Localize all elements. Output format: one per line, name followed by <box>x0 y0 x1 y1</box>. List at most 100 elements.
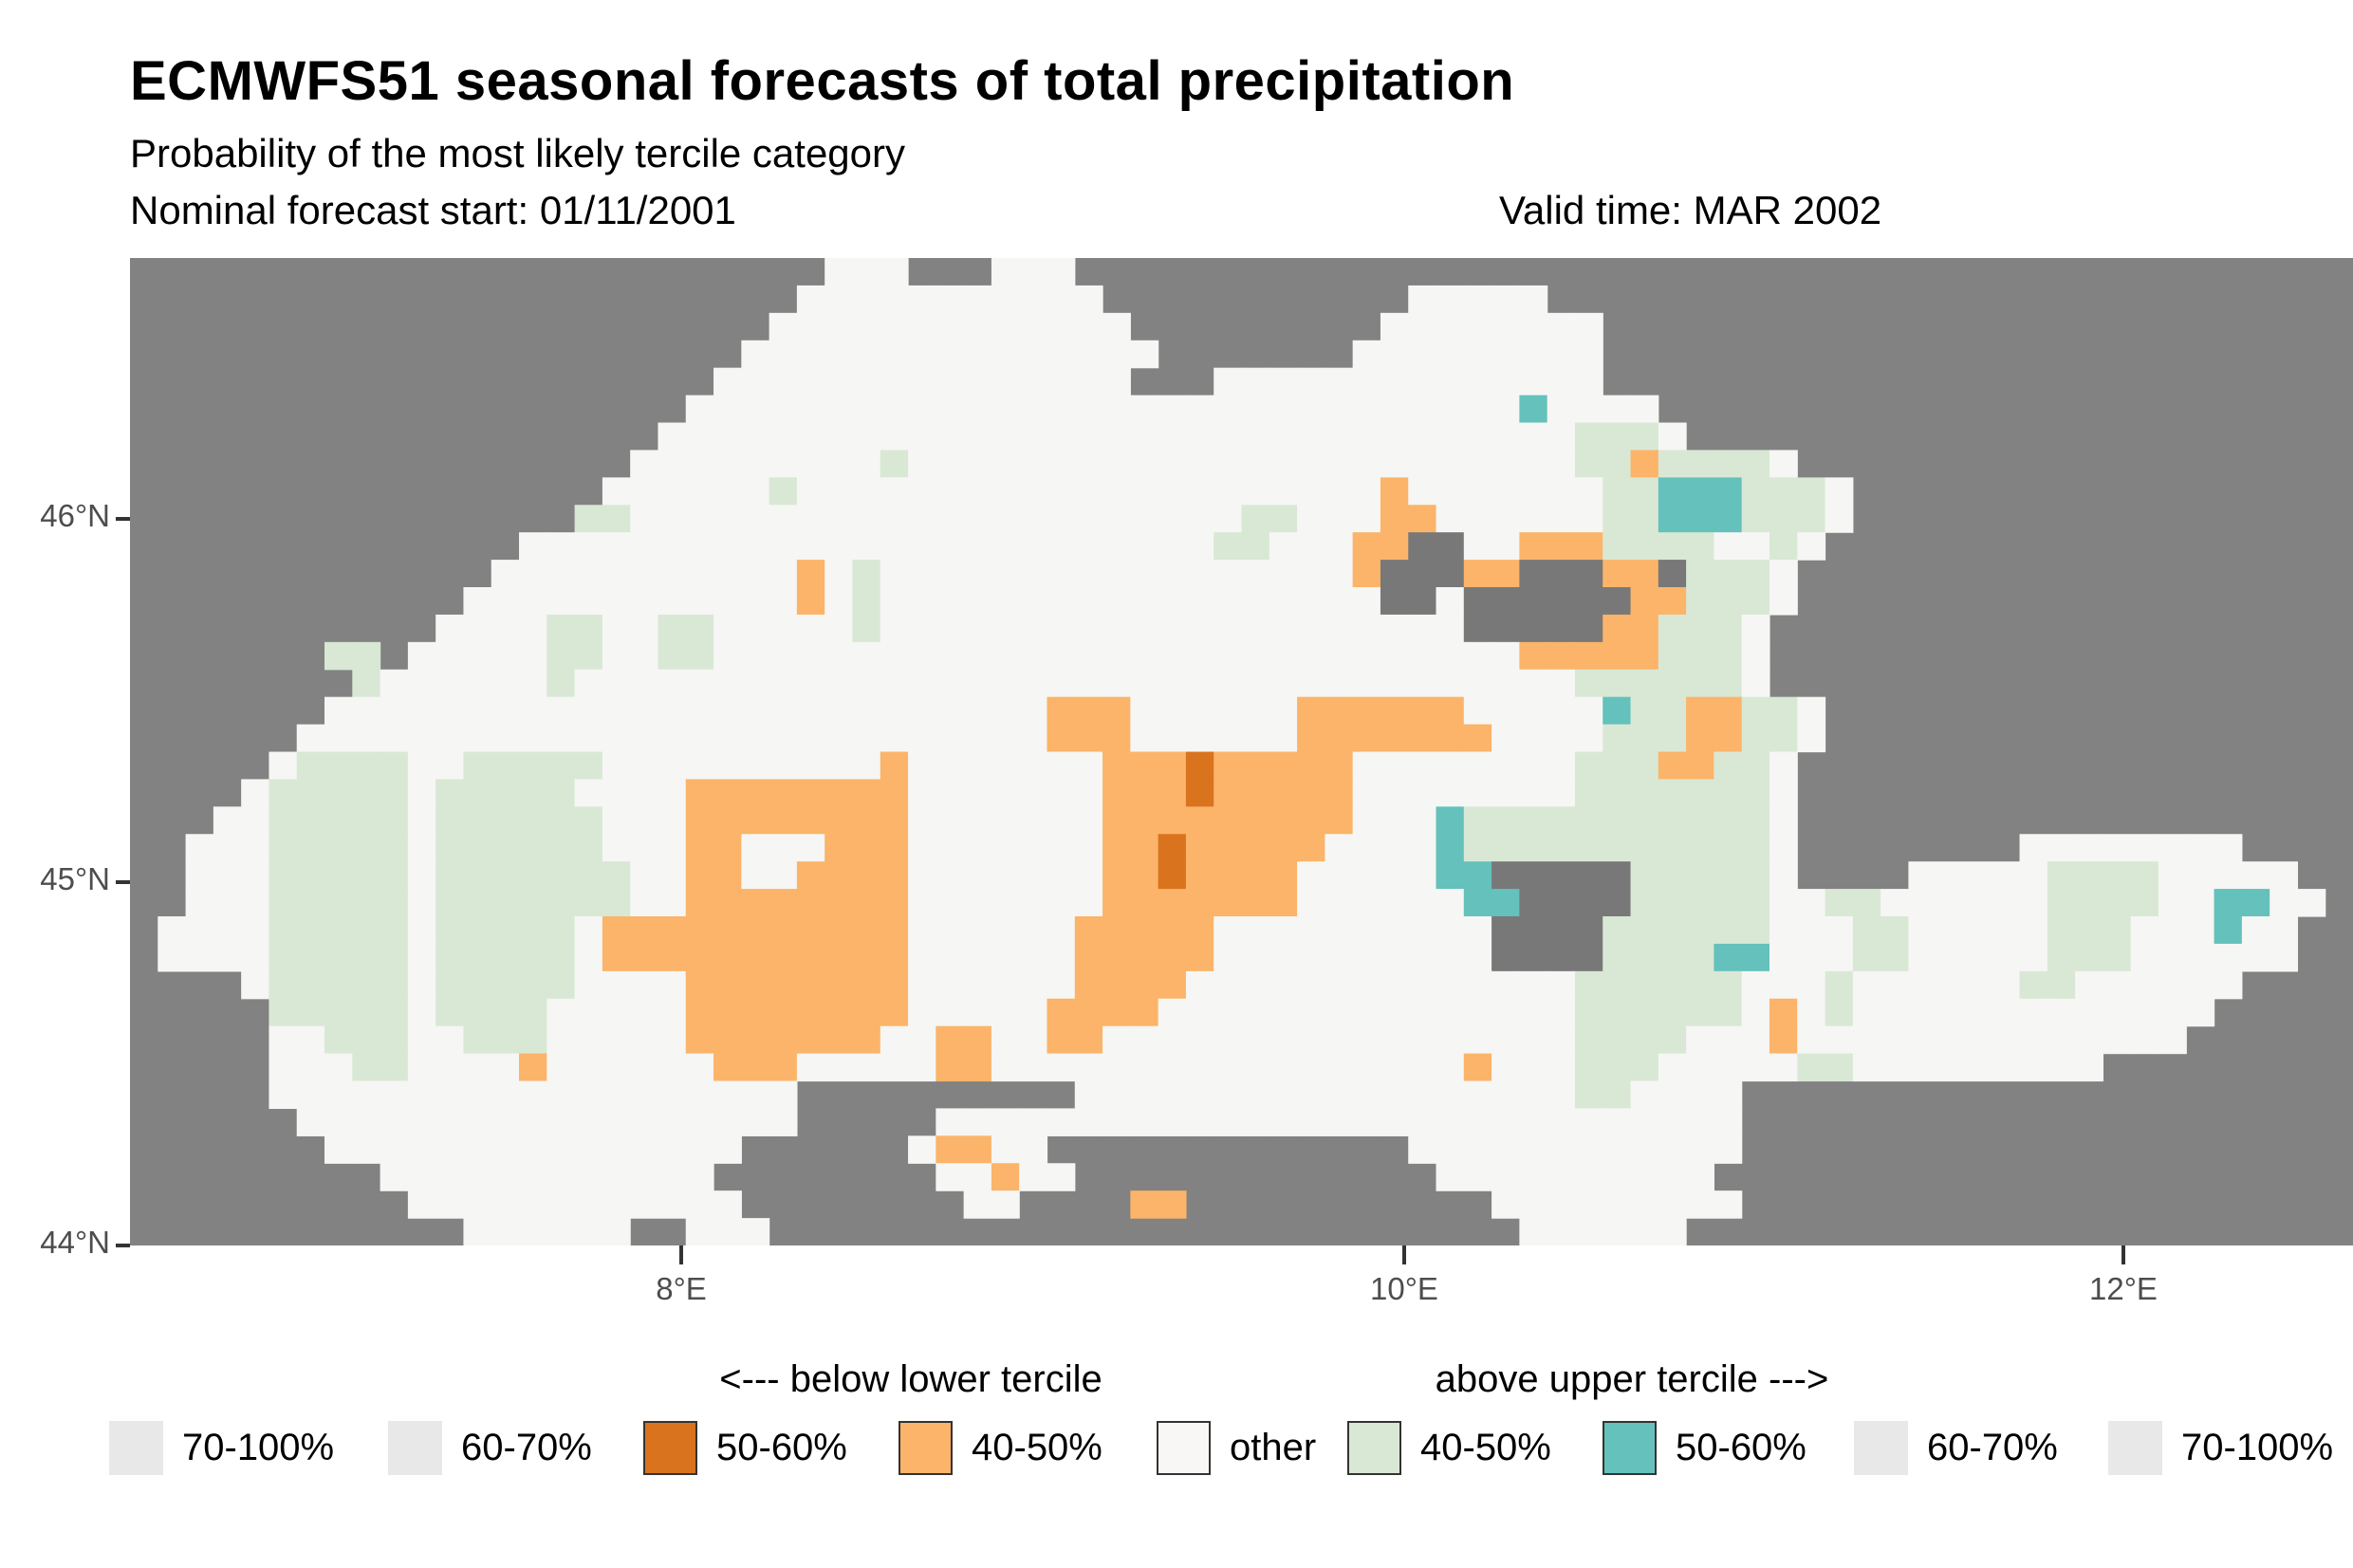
map-cell <box>658 532 687 561</box>
map-cell <box>1158 1108 1187 1136</box>
map-cell <box>1603 477 1632 506</box>
map-cell <box>1686 696 1714 726</box>
map-cell <box>2019 1025 2048 1055</box>
map-cell <box>713 861 742 890</box>
map-cell <box>936 861 965 890</box>
map-cell <box>741 970 770 1000</box>
map-cell <box>491 861 520 890</box>
map-cell <box>991 614 1020 643</box>
map-cell <box>769 422 798 452</box>
map-cell <box>1325 916 1354 945</box>
map-cell <box>1436 477 1465 506</box>
map-cell <box>880 696 909 726</box>
map-cell <box>1130 861 1159 890</box>
map-cell <box>2214 943 2243 972</box>
map-cell <box>324 724 353 753</box>
map-cell <box>769 998 798 1027</box>
map-cell <box>1297 532 1325 561</box>
map-cell <box>824 367 854 397</box>
map-cell <box>880 285 909 314</box>
map-cell <box>1547 1135 1576 1164</box>
map-cell <box>824 312 854 341</box>
map-cell <box>1658 669 1687 698</box>
map-cell <box>769 367 798 397</box>
map-cell <box>352 669 381 698</box>
map-cell <box>1325 641 1354 671</box>
map-cell <box>435 1053 465 1082</box>
map-cell <box>324 998 353 1027</box>
map-cell <box>1047 834 1076 862</box>
map-cell <box>491 1190 520 1219</box>
map-cell <box>1241 560 1270 588</box>
map-cell <box>463 587 492 616</box>
map-cell <box>602 477 631 506</box>
map-cell <box>1325 1108 1354 1136</box>
map-cell <box>1380 340 1409 369</box>
map-cell <box>1130 779 1159 807</box>
map-cell <box>1102 312 1131 341</box>
map-cell <box>1185 751 1214 781</box>
map-cell <box>796 1053 825 1082</box>
map-cell <box>1102 779 1131 807</box>
map-cell <box>547 641 576 671</box>
map-cell <box>963 587 992 616</box>
map-cell <box>1658 532 1687 561</box>
map-cell <box>1547 970 1576 1000</box>
map-cell <box>1047 560 1076 588</box>
map-cell <box>1408 943 1437 972</box>
map-cell <box>185 889 214 917</box>
map-cell <box>936 1163 965 1191</box>
x-axis-tick <box>1402 1245 1406 1264</box>
map-cell <box>1408 669 1437 698</box>
map-cell <box>1519 560 1548 588</box>
map-cell <box>852 1053 881 1082</box>
map-cell <box>1519 1108 1548 1136</box>
map-cell <box>1352 340 1381 369</box>
map-cell <box>852 450 881 478</box>
map-cell <box>1352 970 1381 1000</box>
map-cell <box>936 312 965 341</box>
map-cell <box>296 1053 325 1082</box>
map-cell <box>1714 1053 1743 1082</box>
map-cell <box>1574 998 1603 1027</box>
map-cell <box>213 889 242 917</box>
map-cell <box>658 614 687 643</box>
map-cell <box>1269 477 1298 506</box>
map-cell <box>1714 916 1743 945</box>
map-cell <box>1297 751 1325 781</box>
map-cell <box>602 696 631 726</box>
map-cell <box>824 1053 854 1082</box>
map-cell <box>2019 834 2048 862</box>
map-cell <box>1297 367 1325 397</box>
map-cell <box>1741 560 1770 588</box>
map-cell <box>324 779 353 807</box>
map-cell <box>1574 1218 1603 1245</box>
map-cell <box>352 696 381 726</box>
map-cell <box>796 614 825 643</box>
map-cell <box>574 779 603 807</box>
map-cell <box>1158 834 1187 862</box>
map-cell <box>1630 532 1659 561</box>
map-cell <box>1491 943 1520 972</box>
map-cell <box>2103 1025 2132 1055</box>
map-cell <box>1658 587 1687 616</box>
map-cell <box>352 1135 381 1164</box>
map-cell <box>1380 916 1409 945</box>
map-cell <box>1269 1080 1298 1110</box>
map-cell <box>852 258 881 286</box>
map-cell <box>1047 285 1076 314</box>
legend-swatch <box>643 1421 697 1475</box>
map-cell <box>574 669 603 698</box>
legend-item-label: 60-70% <box>461 1427 592 1468</box>
map-cell <box>1325 505 1354 533</box>
map-cell <box>1074 669 1103 698</box>
map-cell <box>1714 834 1743 862</box>
map-cell <box>1574 1108 1603 1136</box>
map-cell <box>1825 916 1854 945</box>
map-cell <box>1047 367 1076 397</box>
map-cell <box>1297 1025 1325 1055</box>
map-cell <box>602 1218 631 1245</box>
page-title: ECMWFS51 seasonal forecasts of total pre… <box>130 50 1515 112</box>
map-cell <box>380 1053 409 1082</box>
map-cell <box>1463 834 1492 862</box>
